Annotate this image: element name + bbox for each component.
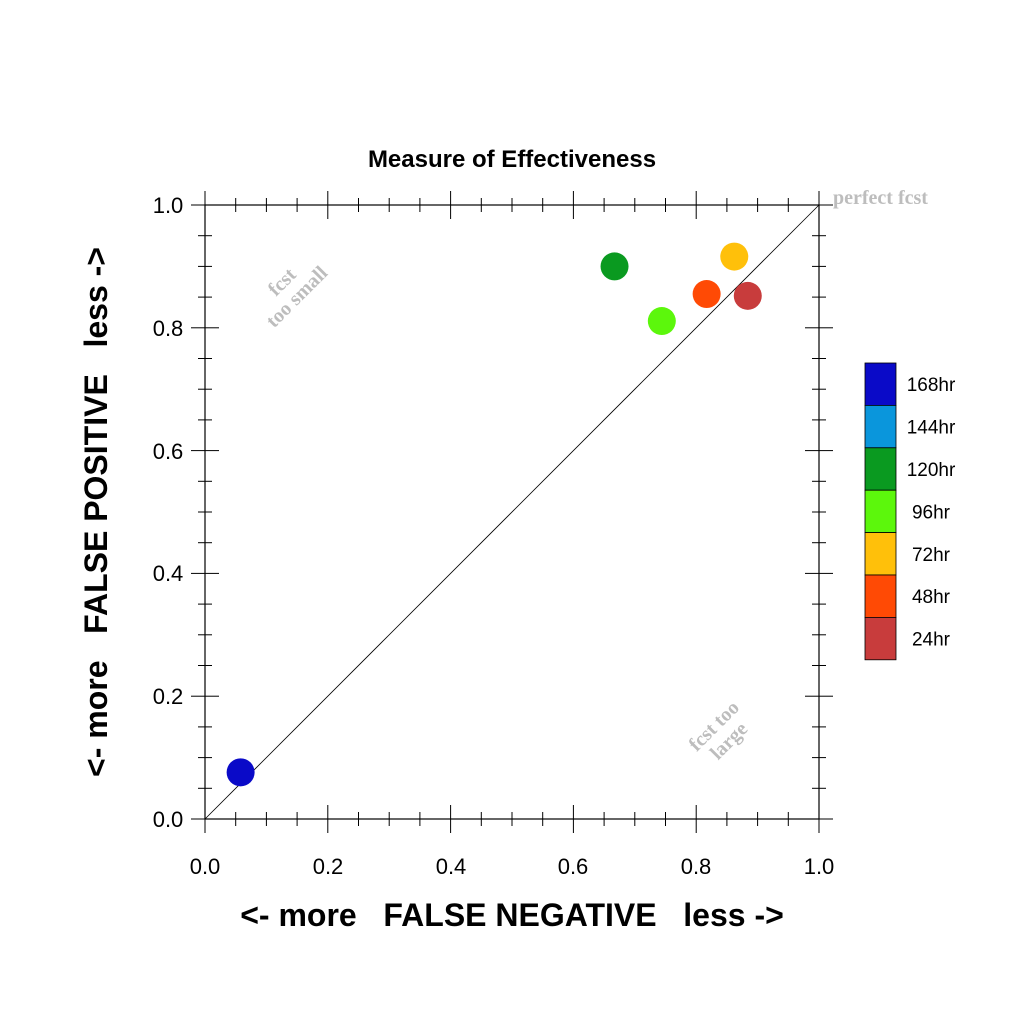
legend-swatch-96hr: [864, 489, 897, 534]
data-point-120hr: [600, 252, 629, 281]
too-small-label-line2: too small: [262, 262, 332, 332]
y-axis-title: <- more FALSE POSITIVE less ->: [78, 247, 114, 777]
chart-title: Measure of Effectiveness: [368, 146, 656, 173]
x-tick-label: 0.4: [436, 854, 467, 879]
x-tick-label: 0.6: [558, 854, 589, 879]
data-points: [226, 242, 762, 787]
x-axis-title: <- more FALSE NEGATIVE less ->: [240, 897, 784, 933]
y-tick-label: 0.2: [153, 684, 184, 709]
perfect-forecast-label: perfect fcst: [833, 187, 928, 209]
legend-swatch-144hr: [864, 404, 897, 449]
y-tick-label: 0.0: [153, 807, 184, 832]
x-tick-label: 1.0: [804, 854, 835, 879]
legend-label: 48hr: [912, 587, 951, 608]
data-point-24hr: [733, 281, 762, 310]
legend-label: 72hr: [912, 545, 951, 566]
legend-swatch-168hr: [864, 362, 897, 406]
x-tick-labels: 0.0 0.2 0.4 0.6 0.8 1.0: [190, 854, 835, 879]
y-tick-label: 0.4: [153, 561, 184, 586]
y-tick-label: 0.6: [153, 439, 184, 464]
legend-label: 24hr: [912, 630, 951, 651]
data-point-96hr: [647, 307, 676, 336]
x-tick-label: 0.8: [681, 854, 712, 879]
y-tick-label: 1.0: [153, 193, 184, 218]
data-point-72hr: [720, 242, 749, 271]
legend-label: 96hr: [912, 502, 951, 523]
data-point-48hr: [692, 280, 721, 309]
x-tick-label: 0.0: [190, 854, 221, 879]
legend-swatch-72hr: [864, 532, 897, 576]
legend: 168hr 144hr 120hr 96hr 72hr 48hr 24hr: [864, 362, 956, 661]
y-tick-label: 0.8: [153, 316, 184, 341]
reference-diagonal-line: [204, 204, 820, 820]
too-large-label: fcst too large: [685, 697, 753, 765]
too-small-label: fcst too small: [262, 262, 332, 332]
legend-label: 168hr: [907, 375, 956, 396]
legend-swatch-120hr: [864, 447, 897, 491]
legend-swatch-24hr: [864, 617, 897, 661]
data-point-168hr: [226, 758, 255, 787]
legend-swatch-48hr: [864, 574, 897, 618]
y-tick-labels: 0.0 0.2 0.4 0.6 0.8 1.0: [153, 193, 184, 832]
x-tick-label: 0.2: [313, 854, 344, 879]
legend-label: 144hr: [907, 418, 956, 439]
legend-label: 120hr: [907, 460, 956, 481]
axis-ticks: [191, 191, 833, 833]
